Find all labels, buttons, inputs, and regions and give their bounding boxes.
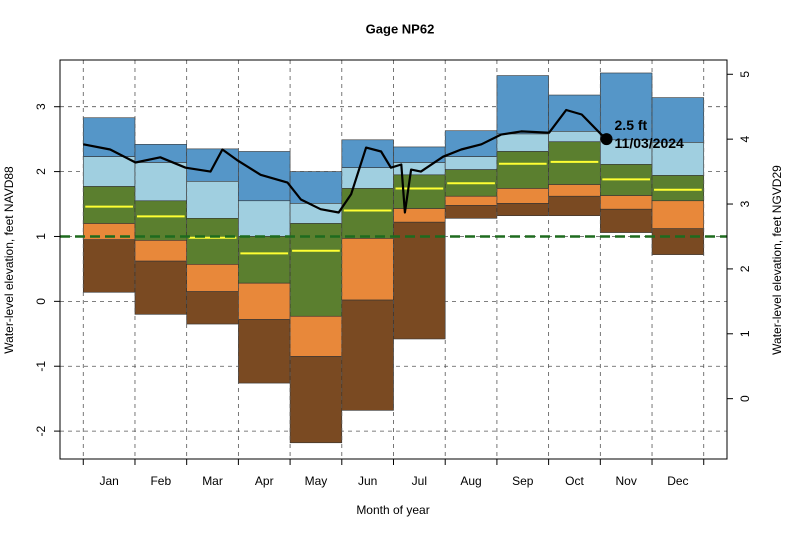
percentile-band [82, 239, 136, 293]
percentile-band [651, 228, 705, 255]
y2-tick-label: 3 [738, 200, 752, 207]
y-tick-label: 3 [34, 103, 48, 110]
percentile-band [600, 72, 653, 141]
percentile-band [341, 167, 394, 189]
x-tick-label: Jan [99, 474, 118, 488]
percentile-band [186, 181, 239, 219]
x-tick-label: Nov [616, 474, 637, 488]
percentile-band [393, 221, 446, 340]
percentile-band [82, 156, 136, 187]
percentile-band [496, 203, 549, 217]
x-tick-label: Feb [150, 474, 171, 488]
annotation-label: 2.5 ft [615, 117, 648, 133]
percentile-band [134, 240, 187, 262]
percentile-band [186, 264, 239, 292]
percentile-band [238, 236, 291, 284]
percentile-band [393, 208, 446, 223]
percentile-band [341, 299, 394, 411]
percentile-band [496, 75, 549, 135]
x-tick-label: Oct [565, 474, 584, 488]
percentile-band [496, 133, 549, 152]
percentile-band [186, 218, 239, 265]
percentile-band [238, 282, 291, 320]
x-tick-label: Jul [412, 474, 427, 488]
chart-title: Gage NP62 [366, 21, 435, 36]
percentile-band [393, 174, 446, 209]
percentile-band [341, 238, 394, 301]
percentile-band [186, 291, 239, 325]
annotation-date: 11/03/2024 [615, 135, 685, 151]
y2-tick-label: 1 [738, 330, 752, 337]
x-tick-label: May [305, 474, 328, 488]
percentile-band [238, 200, 291, 237]
x-tick-label: Dec [667, 474, 688, 488]
percentile-band [496, 151, 549, 189]
current-line [83, 108, 608, 214]
y2-tick-label: 5 [738, 71, 752, 78]
percentile-band [134, 200, 187, 241]
percentile-band [496, 188, 549, 204]
x-tick-label: Jun [358, 474, 377, 488]
percentile-band [289, 171, 343, 204]
x-axis-label: Month of year [356, 503, 429, 517]
percentile-band [444, 156, 498, 170]
y2-tick-label: 0 [738, 395, 752, 402]
percentile-band [82, 186, 136, 224]
percentile-band [289, 223, 343, 317]
percentile-band [444, 205, 498, 219]
y2-tick-label: 4 [738, 135, 752, 142]
latest-point [600, 133, 613, 146]
percentile-band [651, 200, 705, 229]
percentile-band [289, 315, 343, 357]
percentile-band [134, 144, 187, 163]
y-tick-label: 0 [34, 298, 48, 305]
percentile-band [548, 131, 601, 143]
y-axis-label: Water-level elevation, feet NAVD88 [2, 166, 16, 354]
percentile-band [548, 195, 601, 217]
percentile-band [186, 148, 239, 182]
percentile-band [548, 184, 601, 197]
percentile-band [651, 175, 705, 202]
y2-tick-label: 2 [738, 265, 752, 272]
x-tick-label: Apr [255, 474, 274, 488]
percentile-band [134, 162, 187, 202]
percentile-band [600, 208, 653, 233]
y-tick-label: -1 [34, 361, 48, 372]
percentile-band [444, 195, 498, 206]
percentile-band [134, 260, 187, 315]
percentile-band [289, 356, 343, 444]
percentile-band [238, 319, 291, 384]
percentile-band [82, 117, 136, 157]
percentile-band [341, 139, 394, 168]
y-tick-label: -2 [34, 425, 48, 436]
x-tick-label: Aug [460, 474, 481, 488]
percentile-band [600, 195, 653, 210]
x-tick-label: Mar [202, 474, 223, 488]
percentile-band [548, 141, 601, 185]
y-tick-label: 1 [34, 233, 48, 240]
x-tick-label: Sep [512, 474, 534, 488]
y-tick-label: 2 [34, 168, 48, 175]
y2-axis-label: Water-level elevation, feet NGVD29 [770, 165, 784, 355]
